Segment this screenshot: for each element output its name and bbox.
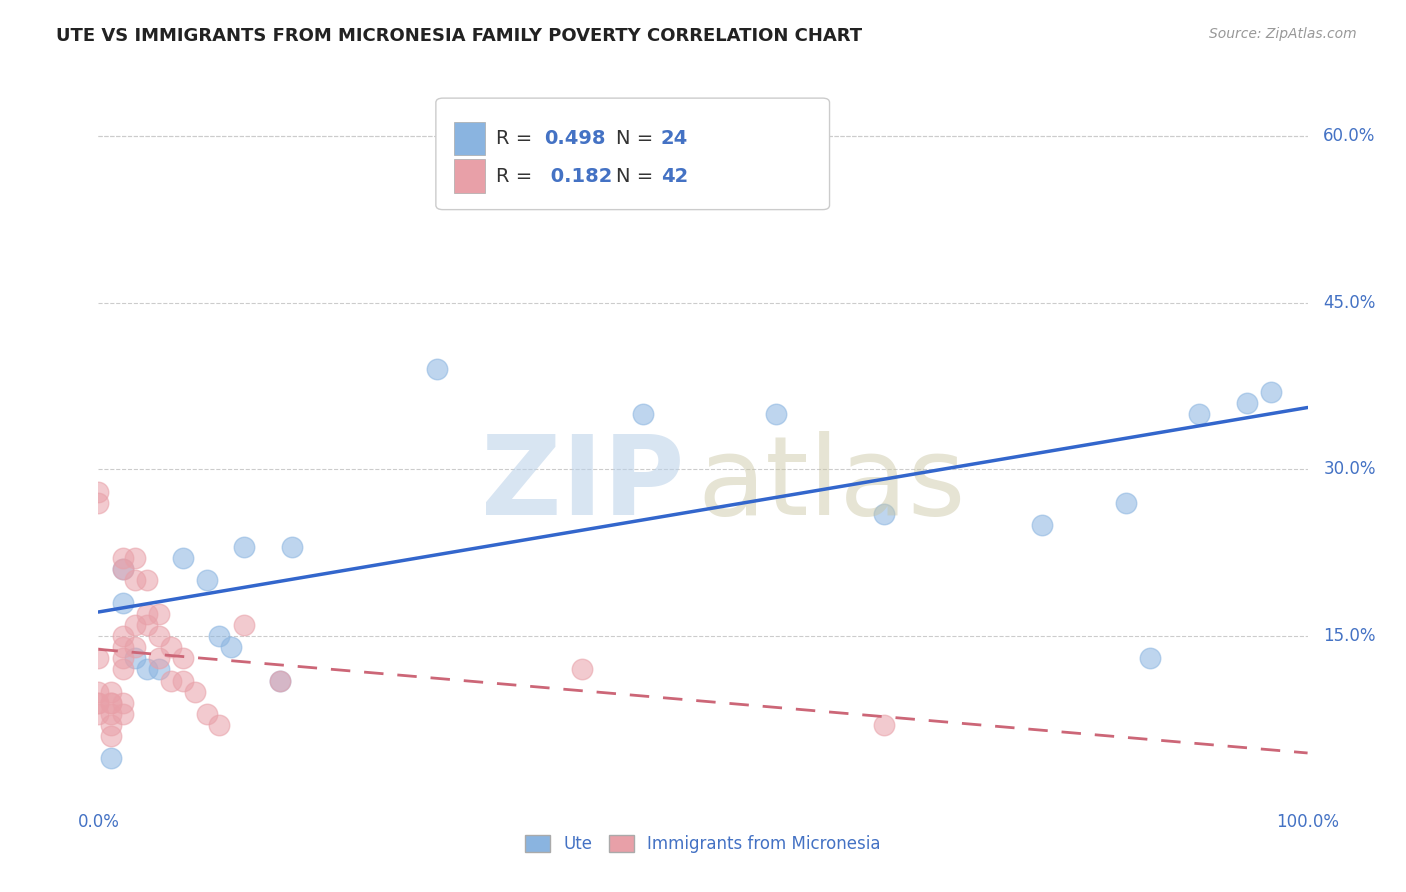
Point — [100, 684, 122, 698]
Point — [426, 362, 449, 376]
Point — [172, 651, 194, 665]
Point — [172, 673, 194, 688]
Point — [184, 684, 207, 698]
Point — [124, 574, 146, 588]
Text: R =: R = — [496, 167, 538, 186]
Text: 24: 24 — [661, 129, 688, 148]
Point — [87, 651, 110, 665]
Point — [221, 640, 243, 655]
Point — [124, 640, 146, 655]
Point — [100, 729, 122, 743]
Text: UTE VS IMMIGRANTS FROM MICRONESIA FAMILY POVERTY CORRELATION CHART: UTE VS IMMIGRANTS FROM MICRONESIA FAMILY… — [56, 27, 862, 45]
Point — [111, 596, 134, 610]
Text: 45.0%: 45.0% — [1323, 293, 1375, 311]
Point — [124, 651, 146, 665]
Point — [100, 696, 122, 710]
Point — [1031, 517, 1053, 532]
Point — [644, 173, 666, 187]
Text: N =: N = — [616, 129, 659, 148]
Text: 42: 42 — [661, 167, 688, 186]
Point — [100, 706, 122, 721]
Text: 0.182: 0.182 — [544, 167, 613, 186]
Text: R =: R = — [496, 129, 538, 148]
Point — [269, 673, 291, 688]
Point — [111, 551, 134, 566]
Point — [87, 696, 110, 710]
Point — [135, 662, 157, 676]
Point — [208, 718, 231, 732]
Text: 60.0%: 60.0% — [1323, 127, 1375, 145]
Point — [124, 618, 146, 632]
Point — [232, 618, 254, 632]
Point — [1139, 651, 1161, 665]
Text: 30.0%: 30.0% — [1323, 460, 1376, 478]
Point — [111, 640, 134, 655]
Point — [87, 496, 110, 510]
Point — [111, 662, 134, 676]
Point — [208, 629, 231, 643]
Point — [631, 407, 654, 421]
Point — [160, 673, 183, 688]
Point — [571, 662, 593, 676]
Point — [111, 629, 134, 643]
Point — [111, 651, 134, 665]
Point — [195, 706, 218, 721]
Text: 15.0%: 15.0% — [1323, 627, 1376, 645]
Text: ZIP: ZIP — [481, 432, 685, 539]
Point — [281, 540, 304, 554]
Point — [148, 629, 170, 643]
Text: N =: N = — [616, 167, 659, 186]
Point — [1115, 496, 1137, 510]
Point — [172, 551, 194, 566]
Point — [148, 607, 170, 621]
Point — [148, 651, 170, 665]
Point — [135, 607, 157, 621]
Point — [135, 618, 157, 632]
Text: Source: ZipAtlas.com: Source: ZipAtlas.com — [1209, 27, 1357, 41]
Point — [100, 696, 122, 710]
Point — [160, 640, 183, 655]
Point — [232, 540, 254, 554]
Point — [87, 484, 110, 499]
Point — [87, 706, 110, 721]
Point — [765, 407, 787, 421]
Point — [124, 551, 146, 566]
Point — [100, 751, 122, 765]
Point — [269, 673, 291, 688]
Point — [1188, 407, 1211, 421]
Text: 0.498: 0.498 — [544, 129, 606, 148]
Legend: Ute, Immigrants from Micronesia: Ute, Immigrants from Micronesia — [519, 828, 887, 860]
Point — [111, 706, 134, 721]
Point — [195, 574, 218, 588]
Point — [87, 684, 110, 698]
Point — [873, 507, 896, 521]
Point — [111, 562, 134, 576]
Point — [148, 662, 170, 676]
Point — [1260, 384, 1282, 399]
Point — [87, 696, 110, 710]
Point — [1236, 395, 1258, 409]
Point — [135, 574, 157, 588]
Point — [111, 696, 134, 710]
Point — [100, 718, 122, 732]
Point — [111, 562, 134, 576]
Text: atlas: atlas — [697, 432, 966, 539]
Point — [873, 718, 896, 732]
